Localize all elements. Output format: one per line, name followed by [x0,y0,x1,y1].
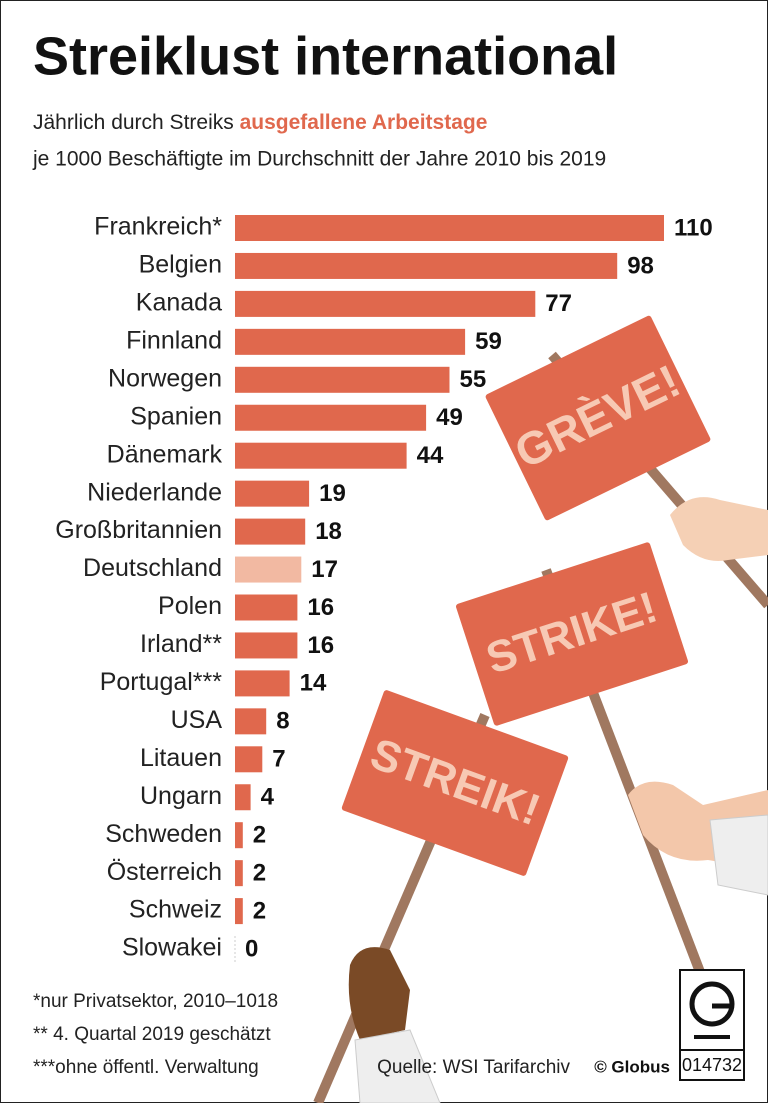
bar [235,556,302,583]
bar [235,860,243,887]
sleeve [354,1029,441,1103]
sign-board [455,542,689,726]
category-label: Schweden [105,820,222,848]
category-label: Frankreich* [94,213,222,241]
value-label: 17 [311,556,338,583]
value-label: 16 [307,632,334,659]
category-label: Polen [158,592,222,620]
value-label: 4 [261,784,275,811]
sign-board [485,315,711,521]
publisher: © Globus [594,1057,670,1076]
value-label: 2 [253,897,266,924]
value-label: 44 [417,442,444,469]
chart-title: Streiklust international [33,26,618,86]
bar [235,290,536,317]
footnote: ***ohne öffentl. Verwaltung [33,1057,259,1078]
category-label: Belgien [139,251,222,279]
category-label: Deutschland [83,554,222,582]
hand [348,947,410,1040]
value-label: 49 [436,404,463,431]
value-label: 110 [674,214,713,241]
bar [235,518,306,545]
value-label: 7 [272,746,285,773]
bar [235,252,618,279]
source: Quelle: WSI Tarifarchiv [377,1057,570,1078]
category-label: Kanada [136,289,222,317]
value-label: 8 [276,708,289,735]
subtitle-highlight: ausgefallene Arbeitstage [240,111,488,134]
bar [235,366,450,393]
category-label: Portugal*** [100,668,223,696]
category-label: Litauen [140,744,222,772]
bar [235,480,310,507]
category-label: Norwegen [108,364,222,392]
bar [235,784,251,811]
category-label: Österreich [107,858,222,886]
value-label: 59 [475,328,502,355]
bar [235,328,466,355]
category-label: Großbritannien [55,516,222,544]
category-label: Spanien [130,402,222,430]
value-label: 98 [627,252,654,279]
category-label: USA [171,706,223,734]
bar [235,632,298,659]
footnote: *nur Privatsektor, 2010–1018 [33,991,278,1012]
value-label: 2 [253,859,266,886]
subtitle: je 1000 Beschäftigte im Durchschnitt der… [32,148,606,171]
category-label: Ungarn [140,782,222,810]
category-label: Finnland [126,326,222,354]
bar [235,822,243,849]
hand [670,497,768,561]
sign: GRÈVE! [485,315,711,521]
bar [235,746,263,773]
category-label: Slowakei [122,934,222,962]
sleeve [709,814,768,896]
code: 014732 [682,1055,742,1075]
logo: 014732 [679,969,745,1081]
value-label: 18 [315,518,342,545]
subtitle-part: Jährlich durch Streiks [33,111,234,134]
category-label: Dänemark [107,440,223,468]
bar [235,898,243,925]
value-label: 19 [319,480,346,507]
value-label: 0 [245,935,258,962]
value-label: 2 [253,822,266,849]
bar [235,594,298,621]
bar [235,442,407,469]
category-label: Schweiz [129,896,222,924]
value-label: 77 [545,290,572,317]
bar [235,215,664,241]
value-label: 55 [460,366,487,393]
sign: STREIK! [341,690,569,876]
category-label: Niederlande [87,478,222,506]
bar [235,670,290,697]
sign-board [341,690,569,876]
category-label: Irland** [140,630,222,658]
sign: STRIKE! [455,542,689,726]
bar [235,404,427,431]
value-label: 14 [300,670,327,697]
bar [235,708,267,735]
subtitle: Jährlich durch Streiks ausgefallene Arbe… [33,111,487,134]
footnote: ** 4. Quartal 2019 geschätzt [33,1024,271,1045]
protest-signs: GRÈVE! STRIKE! STREIK! [313,315,768,1103]
value-label: 16 [307,594,334,621]
